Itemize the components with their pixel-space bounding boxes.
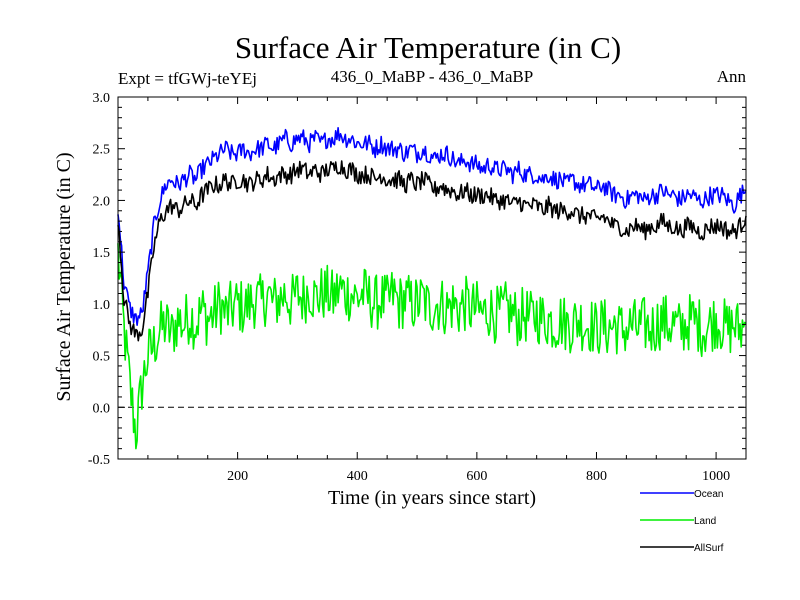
y-tick-label: 2.0: [93, 194, 111, 209]
chart-subtitle-right: Ann: [717, 67, 747, 86]
y-tick-label: 3.0: [93, 91, 111, 106]
legend: Ocean Land AllSurf: [640, 489, 724, 554]
y-tick-label: 0.5: [93, 350, 111, 365]
y-tick-label: 1.0: [93, 298, 111, 313]
legend-label-allsurf: AllSurf: [694, 543, 724, 554]
legend-label-ocean: Ocean: [694, 489, 723, 500]
plot-frame: [117, 96, 747, 460]
x-tick-label: 200: [227, 469, 248, 484]
legend-label-land: Land: [694, 516, 716, 527]
series-line-allsurf: [117, 160, 747, 342]
y-tick-label: 0.0: [93, 401, 111, 416]
chart-title: Surface Air Temperature (in C): [235, 30, 621, 65]
y-tick-label: 1.5: [93, 246, 111, 261]
y-tick-label: 2.5: [93, 143, 111, 158]
y-tick-label: -0.5: [88, 453, 110, 468]
axes: 200 400 600 800 1000 -0.5 0.0 0.5 1.0 1.5 2.0 2.5 3.…: [88, 91, 747, 484]
y-axis-label: Surface Air Temperature (in C): [53, 152, 75, 401]
x-tick-label: 1000: [702, 469, 730, 484]
plot-area: [117, 127, 747, 450]
x-tick-label: 800: [586, 469, 607, 484]
x-axis-label: Time (in years since start): [328, 487, 536, 509]
series-line-ocean: [117, 127, 747, 327]
chart-subtitle-left: Expt = tfGWj-teYEj: [118, 69, 257, 88]
series-line-land: [117, 243, 747, 450]
chart-subtitle-center: 436_0_MaBP - 436_0_MaBP: [331, 67, 533, 86]
x-tick-label: 600: [466, 469, 487, 484]
x-tick-label: 400: [347, 469, 368, 484]
